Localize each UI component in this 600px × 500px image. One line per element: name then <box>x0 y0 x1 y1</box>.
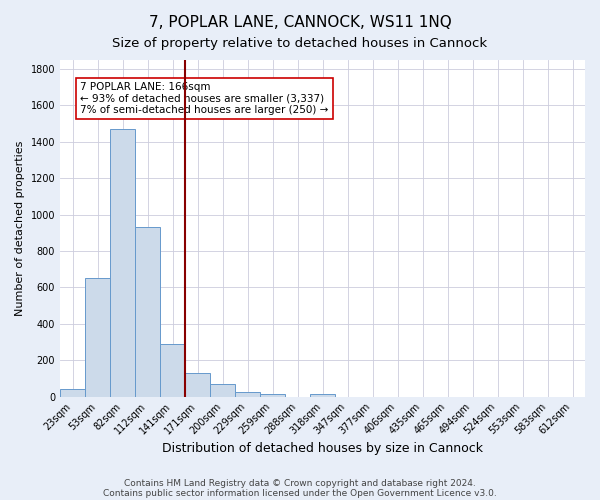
X-axis label: Distribution of detached houses by size in Cannock: Distribution of detached houses by size … <box>162 442 483 455</box>
Bar <box>210 384 235 396</box>
Bar <box>85 278 110 396</box>
Text: 7, POPLAR LANE, CANNOCK, WS11 1NQ: 7, POPLAR LANE, CANNOCK, WS11 1NQ <box>149 15 451 30</box>
Bar <box>60 390 85 396</box>
Y-axis label: Number of detached properties: Number of detached properties <box>15 140 25 316</box>
Bar <box>260 394 285 396</box>
Bar <box>235 392 260 396</box>
Bar <box>135 226 160 396</box>
Text: Contains public sector information licensed under the Open Government Licence v3: Contains public sector information licen… <box>103 488 497 498</box>
Bar <box>160 344 185 397</box>
Bar <box>185 373 210 396</box>
Bar <box>110 129 135 396</box>
Text: Contains HM Land Registry data © Crown copyright and database right 2024.: Contains HM Land Registry data © Crown c… <box>124 478 476 488</box>
Text: Size of property relative to detached houses in Cannock: Size of property relative to detached ho… <box>112 38 488 51</box>
Text: 7 POPLAR LANE: 166sqm
← 93% of detached houses are smaller (3,337)
7% of semi-de: 7 POPLAR LANE: 166sqm ← 93% of detached … <box>80 82 328 115</box>
Bar <box>310 394 335 396</box>
